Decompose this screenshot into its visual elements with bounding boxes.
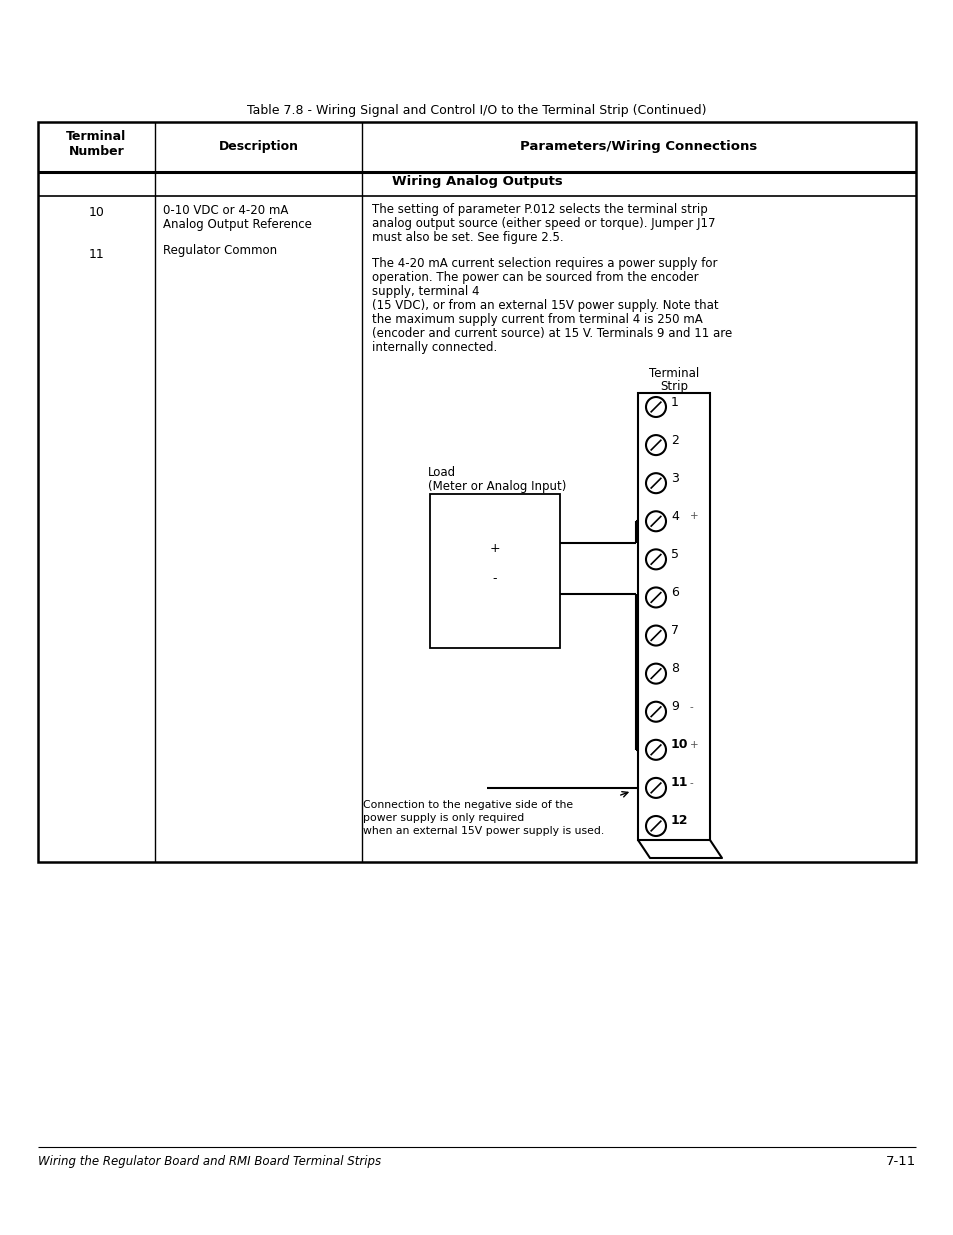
- Text: Description: Description: [218, 140, 298, 153]
- Text: the maximum supply current from terminal 4 is 250 mA: the maximum supply current from terminal…: [372, 312, 702, 326]
- Text: +: +: [689, 511, 698, 521]
- Text: -: -: [689, 778, 693, 788]
- Text: 3: 3: [670, 472, 679, 484]
- Text: -: -: [689, 701, 693, 711]
- Text: Connection to the negative side of the: Connection to the negative side of the: [363, 800, 573, 810]
- Text: Strip: Strip: [659, 380, 687, 393]
- Text: The setting of parameter P.012 selects the terminal strip: The setting of parameter P.012 selects t…: [372, 203, 707, 216]
- Text: (Meter or Analog Input): (Meter or Analog Input): [428, 480, 566, 493]
- Text: +: +: [689, 740, 698, 750]
- Text: internally connected.: internally connected.: [372, 341, 497, 354]
- Bar: [38, 122, 915, 862]
- Text: 2: 2: [670, 433, 679, 447]
- Text: supply, terminal 4: supply, terminal 4: [372, 285, 479, 298]
- Text: 10: 10: [670, 739, 688, 751]
- Bar: [638, 393, 709, 840]
- Text: (encoder and current source) at 15 V. Terminals 9 and 11 are: (encoder and current source) at 15 V. Te…: [372, 327, 732, 340]
- Text: must also be set. See figure 2.5.: must also be set. See figure 2.5.: [372, 231, 563, 245]
- Text: 10: 10: [89, 206, 104, 219]
- Text: 12: 12: [670, 815, 688, 827]
- Bar: [430, 494, 559, 648]
- Text: Parameters/Wiring Connections: Parameters/Wiring Connections: [519, 140, 757, 153]
- Text: Wiring the Regulator Board and RMI Board Terminal Strips: Wiring the Regulator Board and RMI Board…: [38, 1155, 381, 1168]
- Text: 1: 1: [670, 395, 679, 409]
- Text: Analog Output Reference: Analog Output Reference: [163, 219, 312, 231]
- Text: (15 VDC), or from an external 15V power supply. Note that: (15 VDC), or from an external 15V power …: [372, 299, 718, 312]
- Text: 7: 7: [670, 624, 679, 637]
- Text: Load: Load: [428, 466, 456, 479]
- Text: 11: 11: [670, 777, 688, 789]
- Text: Regulator Common: Regulator Common: [163, 245, 276, 257]
- Text: Table 7.8 - Wiring Signal and Control I/O to the Terminal Strip (Continued): Table 7.8 - Wiring Signal and Control I/…: [247, 104, 706, 117]
- Text: -: -: [493, 573, 497, 585]
- Text: when an external 15V power supply is used.: when an external 15V power supply is use…: [363, 826, 603, 836]
- Text: 9: 9: [670, 700, 679, 714]
- Text: operation. The power can be sourced from the encoder: operation. The power can be sourced from…: [372, 270, 698, 284]
- Text: 6: 6: [670, 585, 679, 599]
- Text: 8: 8: [670, 662, 679, 676]
- Text: analog output source (either speed or torque). Jumper J17: analog output source (either speed or to…: [372, 217, 715, 230]
- Text: Terminal: Terminal: [648, 367, 699, 380]
- Text: 4: 4: [670, 510, 679, 522]
- Text: 5: 5: [670, 548, 679, 561]
- Text: +: +: [489, 542, 499, 556]
- Text: The 4-20 mA current selection requires a power supply for: The 4-20 mA current selection requires a…: [372, 257, 717, 270]
- Text: Wiring Analog Outputs: Wiring Analog Outputs: [392, 175, 561, 188]
- Text: 11: 11: [89, 248, 104, 261]
- Text: power supply is only required: power supply is only required: [363, 813, 524, 823]
- Text: 7-11: 7-11: [884, 1155, 915, 1168]
- Text: 0-10 VDC or 4-20 mA: 0-10 VDC or 4-20 mA: [163, 204, 288, 217]
- Text: Terminal
Number: Terminal Number: [67, 130, 127, 158]
